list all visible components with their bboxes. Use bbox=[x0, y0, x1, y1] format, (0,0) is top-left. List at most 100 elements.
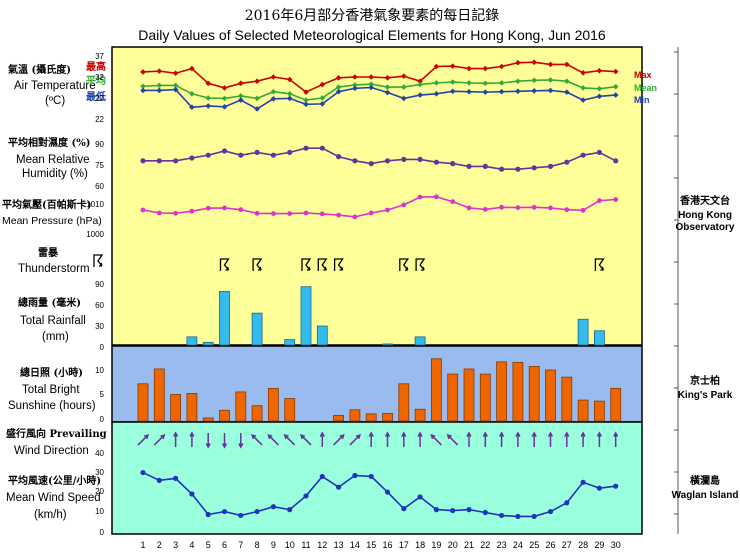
station2-en: King's Park bbox=[678, 390, 733, 401]
thunder-label-en: Thunderstorm bbox=[18, 263, 90, 275]
temp-min-point bbox=[515, 88, 521, 95]
temp-max-point bbox=[564, 61, 570, 68]
rain-tick-30: 30 bbox=[95, 322, 104, 331]
x-axis-ticks: 1 2 3 4 5 6 7 8 9 10 11 12 13 14 15 16 17 18 19 20 21 22 23 24 2… bbox=[140, 540, 620, 550]
humidity-point bbox=[417, 156, 423, 162]
temp-mean-point bbox=[482, 80, 489, 87]
sunshine-bar bbox=[447, 373, 459, 422]
temp-max-point bbox=[254, 78, 260, 84]
humidity-point bbox=[613, 158, 619, 164]
x-tick-label: 13 bbox=[334, 540, 344, 550]
x-tick-label: 29 bbox=[594, 540, 604, 550]
sunshine-bar bbox=[496, 361, 508, 422]
wind-arrow-shaft bbox=[267, 434, 279, 446]
humidity-point bbox=[173, 158, 179, 164]
hum-tick-60: 60 bbox=[95, 182, 104, 191]
temp-mean-point bbox=[564, 78, 570, 84]
sun-label-cn: 總日照 (小時) bbox=[20, 366, 83, 379]
temp-tick-32: 32 bbox=[95, 73, 104, 82]
pressure-point bbox=[580, 207, 586, 213]
temp-mean-point bbox=[205, 95, 211, 101]
pressure-point bbox=[238, 207, 244, 213]
temp-mean-point bbox=[368, 81, 374, 87]
wind-arrow-head bbox=[299, 433, 306, 440]
sunshine-bar bbox=[219, 409, 230, 422]
wind-arrow-icon bbox=[349, 433, 361, 446]
wind-arrow-shaft bbox=[349, 434, 361, 446]
temp-mean-point bbox=[433, 80, 440, 86]
wspd-label-en1: Mean Wind Speed bbox=[6, 492, 101, 504]
station1-cn: 香港天文台 bbox=[680, 194, 730, 207]
temp-min-point bbox=[189, 104, 195, 111]
rain-bar bbox=[284, 339, 296, 346]
temp-tick-22: 22 bbox=[95, 115, 104, 124]
temp-max-point bbox=[384, 75, 391, 81]
wind-arrow-head bbox=[189, 431, 195, 437]
thunderstorm-icon bbox=[415, 258, 426, 271]
legend-min-cn: 最低 bbox=[86, 90, 106, 103]
wind-speed-point bbox=[319, 473, 325, 480]
humidity-point bbox=[368, 161, 374, 167]
temp-mean-point bbox=[286, 91, 293, 97]
wind-arrow-head bbox=[368, 431, 374, 437]
temp-label-en: Air Temperature bbox=[14, 80, 96, 92]
temp-max-point bbox=[270, 74, 277, 80]
temp-min-point bbox=[580, 97, 586, 103]
sunshine-bar bbox=[333, 414, 345, 422]
legend-mean-cn: 平均 bbox=[86, 74, 106, 87]
thunderstorm-glyph bbox=[301, 258, 312, 271]
temp-mean-point bbox=[189, 91, 195, 97]
pressure-point bbox=[597, 198, 602, 204]
temp-min-point bbox=[547, 87, 554, 94]
pressure-point bbox=[205, 205, 211, 211]
wind-arrow-icon bbox=[221, 433, 228, 449]
rain-bar bbox=[577, 318, 589, 346]
humidity-label-cn: 平均相對濕度 (%) bbox=[8, 136, 90, 149]
humidity-point bbox=[596, 149, 603, 155]
wind-speed-point bbox=[564, 500, 570, 506]
temp-max-point bbox=[547, 61, 554, 68]
pressure-point bbox=[254, 210, 260, 216]
wind-arrow-head bbox=[355, 433, 361, 440]
wind-arrow-icon bbox=[417, 431, 423, 447]
humidity-point bbox=[580, 152, 586, 158]
temp-max-point bbox=[172, 70, 179, 77]
temp-min-point bbox=[401, 95, 407, 102]
wind-speed-point bbox=[156, 477, 162, 483]
x-tick-label: 4 bbox=[189, 540, 194, 550]
temp-min-point bbox=[172, 86, 179, 93]
temp-mean-point bbox=[254, 95, 260, 102]
pressure-label-en: Mean Pressure (hPa) bbox=[2, 215, 102, 227]
temp-max-point bbox=[498, 63, 505, 70]
pressure-point bbox=[401, 202, 407, 208]
x-tick-label: 24 bbox=[513, 540, 523, 550]
wind-arrow-head bbox=[143, 433, 150, 440]
pressure-point bbox=[352, 214, 358, 220]
temp-max-point bbox=[156, 68, 163, 74]
wind-arrow-head bbox=[251, 433, 257, 440]
x-tick-label: 1 bbox=[140, 540, 145, 550]
thunderstorm-glyph bbox=[415, 258, 426, 271]
temp-mean-point bbox=[515, 78, 521, 84]
temp-mean-point bbox=[417, 81, 423, 88]
rain-bar bbox=[316, 325, 328, 346]
temp-min-point bbox=[238, 97, 244, 103]
sunshine-bar bbox=[251, 405, 263, 422]
x-tick-label: 26 bbox=[545, 540, 555, 550]
wind-arrow-icon bbox=[482, 431, 488, 447]
sunshine-bar bbox=[235, 391, 247, 422]
rain-bar bbox=[414, 336, 426, 346]
wind-arrow-icon bbox=[401, 431, 407, 447]
pressure-point bbox=[222, 205, 227, 211]
wind-arrow-icon bbox=[205, 433, 211, 449]
humidity-point bbox=[270, 152, 276, 158]
humidity-label-en2: Humidity (%) bbox=[22, 168, 88, 180]
x-tick-label: 2 bbox=[157, 540, 162, 550]
wind-arrow-icon bbox=[446, 433, 459, 446]
temp-max-point bbox=[417, 78, 423, 84]
wind-arrow-head bbox=[531, 431, 537, 437]
humidity-point bbox=[564, 159, 570, 165]
temp-max-point bbox=[580, 70, 586, 76]
temp-min-point bbox=[466, 88, 472, 95]
temp-max-point bbox=[303, 89, 309, 95]
